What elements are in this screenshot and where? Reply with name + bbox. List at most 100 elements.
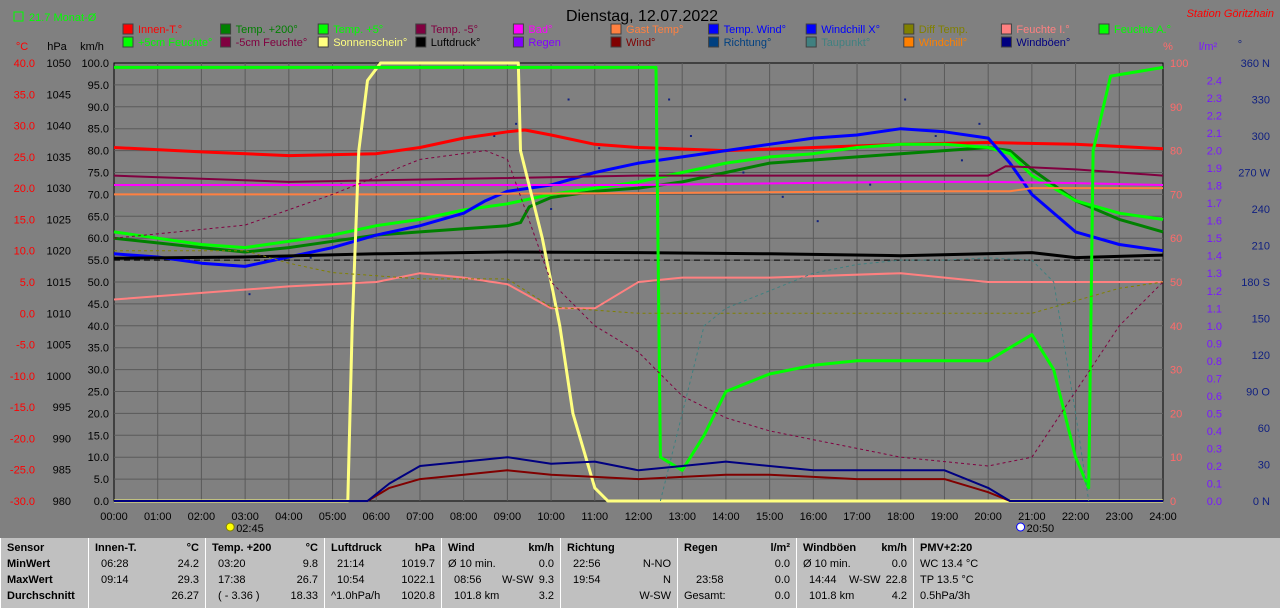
axis-unit-kmh: km/h — [80, 41, 104, 53]
tick-label-hpa: 1000 — [47, 371, 71, 383]
tick-label-kmh: 75.0 — [88, 168, 109, 180]
tick-label-dir: 300 — [1252, 131, 1270, 143]
tick-label-kmh: 30.0 — [88, 365, 109, 377]
tick-label-kmh: 40.0 — [88, 321, 109, 333]
wind-avg: 3.2 — [538, 590, 554, 602]
tick-label-rain: 1.2 — [1207, 286, 1222, 298]
direction-marker — [689, 135, 692, 137]
legend-swatch — [220, 23, 232, 35]
tick-label-time: 03:00 — [231, 511, 259, 523]
tick-label-time: 09:00 — [494, 511, 522, 523]
windboen-avg-note: 101.8 km — [809, 590, 855, 602]
axis-unit-hpa: hPa — [47, 41, 67, 53]
tick-label-kmh: 100.0 — [81, 58, 109, 70]
tick-label-hpa: 1050 — [47, 58, 71, 70]
tick-label-dir: 270 W — [1238, 168, 1270, 180]
tick-label-hpa: 1005 — [47, 340, 71, 352]
tick-label-rain: 0.4 — [1207, 426, 1222, 438]
luftdruck-min-time: 21:14 — [337, 558, 365, 570]
legend-swatch — [610, 23, 622, 35]
tick-label-c: 15.0 — [14, 214, 35, 226]
legend-label: Temp. +200° — [236, 24, 298, 36]
tick-label-rain: 0.7 — [1207, 373, 1222, 385]
legend-swatch — [610, 36, 622, 48]
tick-label-dir: 180 S — [1241, 277, 1270, 289]
series-line-diff-temp — [114, 250, 1164, 314]
legend-label: Windchill X° — [821, 24, 880, 36]
tick-label-kmh: 80.0 — [88, 146, 109, 158]
tick-label-dir: 210 — [1252, 241, 1270, 253]
tick-label-kmh: 20.0 — [88, 408, 109, 420]
direction-marker — [816, 220, 819, 223]
luftdruck-unit: hPa — [414, 542, 435, 554]
legend-label: Luftdruck° — [431, 37, 481, 49]
luftdruck-title: Luftdruck — [331, 542, 382, 554]
tick-label-c: 30.0 — [14, 121, 35, 133]
legend-swatch — [220, 36, 232, 48]
tick-label-rain: 1.8 — [1207, 181, 1222, 193]
direction-marker — [960, 159, 963, 162]
stats-col-wind: Wind km/h Ø 10 min. 0.0 08:56 W-SW 9.3 101.8… — [441, 538, 561, 608]
legend-swatch — [512, 23, 524, 35]
tick-label-c: -5.0 — [16, 340, 35, 352]
direction-marker — [550, 208, 553, 210]
tick-label-time: 01:00 — [144, 511, 172, 523]
stats-min-label: MinWert — [7, 558, 51, 570]
tick-label-kmh: 70.0 — [88, 189, 109, 201]
weather-chart: °C hPa km/h 40.0 35.0 30.0 25.0 20.0 15.0 10.0 5.0… — [0, 0, 1280, 538]
series-line-bad — [114, 180, 1164, 186]
stats-col-temp200: Temp. +200 °C 03:20 9.8 17:38 26.7 ( - 3.36… — [205, 538, 325, 608]
tick-label-c: -15.0 — [10, 402, 35, 414]
tick-label-rain: 0.8 — [1207, 356, 1222, 368]
legend-swatch — [903, 36, 915, 48]
tick-label-dir: 90 O — [1246, 387, 1270, 399]
tick-label-time: 08:00 — [450, 511, 478, 523]
pmv-line1: WC 13.4 °C — [920, 558, 979, 570]
tick-label-kmh: 35.0 — [88, 343, 109, 355]
tick-label-kmh: 50.0 — [88, 277, 109, 289]
tick-label-pct: 0 — [1170, 496, 1176, 508]
stats-panel: Sensor MinWert MaxWert Durchschnitt Inne… — [0, 538, 1280, 608]
wind-min: 0.0 — [538, 558, 554, 570]
direction-marker — [598, 147, 601, 150]
tick-label-rain: 0.2 — [1207, 461, 1222, 473]
series-line-wind — [114, 469, 1163, 502]
innen-title: Innen-T. — [95, 542, 137, 554]
tick-label-hpa: 1015 — [47, 277, 71, 289]
innen-max-time: 09:14 — [101, 574, 129, 586]
tick-label-hpa: 1010 — [47, 308, 71, 320]
legend[interactable]: Innen-T.° Temp. +200° Temp. +5° Temp. -5° Ba… — [122, 23, 1171, 49]
regen-avg-note: Gesamt: — [684, 590, 726, 602]
wind-min-time: Ø 10 min. — [448, 558, 496, 570]
legend-label: Feuchte I.° — [1016, 24, 1069, 36]
richtung-min-time: 22:56 — [573, 558, 601, 570]
legend-label: Bad° — [528, 24, 552, 36]
stats-col-sensor: Sensor MinWert MaxWert Durchschnitt — [0, 538, 89, 608]
tick-label-time: 06:00 — [362, 511, 390, 523]
tick-label-c: -10.0 — [10, 371, 35, 383]
legend-label: -5cm Feuchte° — [236, 37, 308, 49]
stats-col-luftdruck: Luftdruck hPa 21:14 1019.7 10:54 1022.1 ^1.… — [324, 538, 442, 608]
tick-label-rain: 1.6 — [1207, 216, 1222, 228]
legend-swatch — [512, 36, 524, 48]
windboen-min: 0.0 — [891, 558, 907, 570]
direction-marker — [309, 256, 312, 259]
axes: °C hPa km/h 40.0 35.0 30.0 25.0 20.0 15.0 10.0 5.0… — [10, 39, 1271, 535]
month-avg-label: 21.7 Monat-Ø — [29, 12, 97, 24]
windboen-min-time: Ø 10 min. — [803, 558, 851, 570]
tick-label-time: 13:00 — [668, 511, 696, 523]
legend-label: Temp. +5° — [333, 24, 383, 36]
tick-label-c: 10.0 — [14, 246, 35, 258]
tick-label-time: 21:00 — [1018, 511, 1046, 523]
series-line-gast-temp — [114, 187, 1163, 196]
temp200-min: 9.8 — [302, 558, 318, 570]
stats-max-label: MaxWert — [7, 574, 53, 586]
chart-title: Dienstag, 12.07.2022 — [566, 8, 718, 25]
tick-label-kmh: 60.0 — [88, 233, 109, 245]
tick-label-pct: 10 — [1170, 452, 1182, 464]
tick-label-time: 22:00 — [1062, 511, 1090, 523]
tick-label-dir: 30 — [1258, 460, 1270, 472]
legend-swatch — [708, 36, 720, 48]
series-line-5cm-feuchte — [114, 65, 1164, 490]
tick-label-pct: 90 — [1170, 102, 1182, 114]
